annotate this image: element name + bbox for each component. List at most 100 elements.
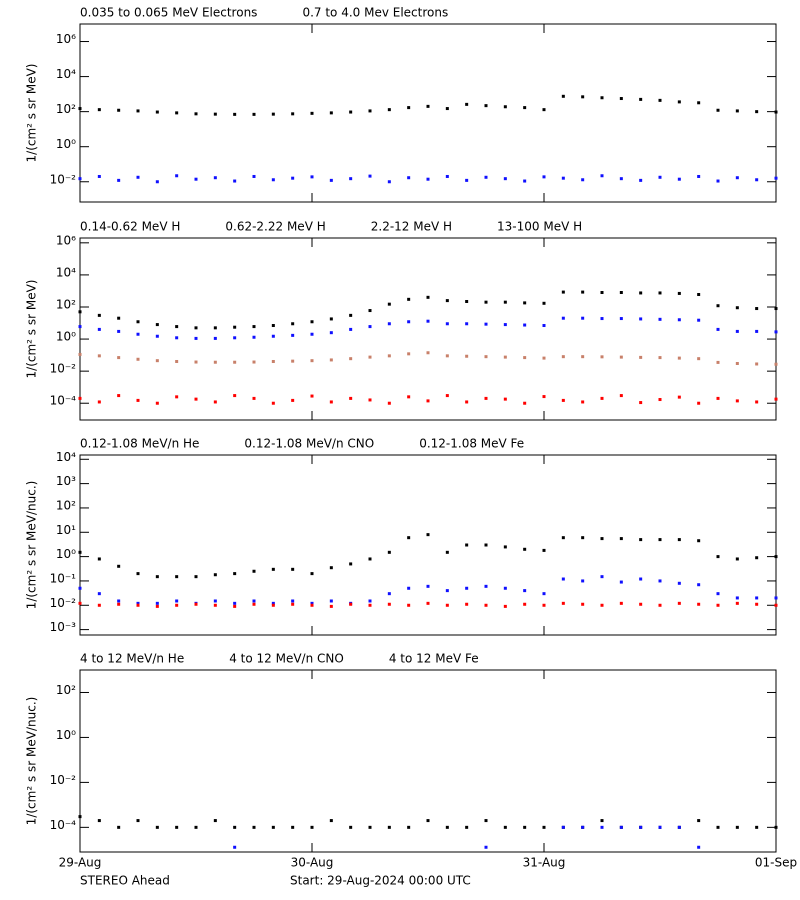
data-point: [600, 396, 604, 400]
data-point: [774, 596, 778, 600]
data-point: [175, 336, 179, 340]
legend-entry: 0.12-1.08 MeV/n CNO: [244, 437, 374, 451]
data-point: [155, 110, 159, 114]
x-tick-label: 01-Sep: [755, 856, 797, 870]
data-point: [465, 400, 469, 404]
data-point: [619, 537, 623, 541]
data-point: [349, 562, 353, 566]
data-point: [252, 396, 256, 400]
data-point: [407, 320, 411, 324]
data-point: [252, 360, 256, 364]
data-point: [581, 602, 585, 606]
data-point: [619, 825, 623, 829]
data-point: [484, 819, 488, 823]
data-point: [117, 825, 121, 829]
data-point: [213, 112, 217, 116]
data-point: [368, 557, 372, 561]
data-point: [194, 825, 198, 829]
data-point: [542, 548, 546, 552]
y-axis-label: 1/(cm² s sr MeV): [25, 280, 39, 379]
data-point: [503, 300, 507, 304]
data-point: [387, 602, 391, 606]
data-point: [252, 112, 256, 116]
data-point: [677, 395, 681, 399]
data-point: [503, 177, 507, 181]
data-point: [465, 178, 469, 182]
data-point: [561, 536, 565, 540]
data-point: [426, 584, 430, 588]
data-point: [175, 575, 179, 579]
data-point: [484, 584, 488, 588]
data-point: [233, 325, 237, 329]
data-point: [677, 318, 681, 322]
data-point: [117, 108, 121, 112]
data-point: [368, 309, 372, 313]
data-point: [213, 360, 217, 364]
data-point: [716, 179, 720, 183]
data-point: [155, 601, 159, 605]
data-point: [677, 581, 681, 585]
data-point: [755, 307, 759, 311]
data-point: [329, 566, 333, 570]
data-point: [407, 536, 411, 540]
data-point: [78, 177, 82, 181]
data-point: [465, 543, 469, 547]
data-point: [213, 326, 217, 330]
data-point: [426, 319, 430, 323]
y-tick-label: 10⁻³: [50, 620, 77, 634]
data-point: [233, 360, 237, 364]
data-point: [561, 577, 565, 581]
data-point: [619, 317, 623, 321]
data-point: [136, 175, 140, 179]
data-point: [175, 359, 179, 363]
data-point: [677, 100, 681, 104]
data-point: [271, 401, 275, 405]
data-point: [78, 310, 82, 314]
data-point: [155, 575, 159, 579]
data-point: [523, 401, 527, 405]
data-point: [581, 178, 585, 182]
data-point: [774, 555, 778, 559]
data-point: [600, 575, 604, 579]
data-point: [445, 174, 449, 178]
data-point: [600, 603, 604, 607]
data-point: [445, 825, 449, 829]
data-point: [445, 589, 449, 593]
data-point: [426, 295, 430, 299]
data-point: [561, 825, 565, 829]
data-point: [697, 845, 701, 849]
data-point: [426, 399, 430, 403]
data-point: [600, 96, 604, 100]
y-tick-label: 10⁰: [56, 330, 76, 344]
data-point: [310, 394, 314, 398]
data-point: [445, 354, 449, 358]
data-point: [233, 601, 237, 605]
data-point: [407, 176, 411, 180]
data-point: [523, 356, 527, 360]
data-point: [349, 177, 353, 181]
data-point: [523, 547, 527, 551]
data-point: [697, 293, 701, 297]
data-point: [387, 592, 391, 596]
data-point: [523, 825, 527, 829]
data-point: [426, 104, 430, 108]
data-point: [310, 825, 314, 829]
data-point: [407, 352, 411, 356]
data-point: [639, 291, 643, 295]
data-point: [291, 112, 295, 116]
data-point: [310, 359, 314, 363]
data-point: [117, 602, 121, 606]
data-point: [716, 603, 720, 607]
data-point: [658, 98, 662, 102]
data-point: [117, 564, 121, 568]
data-point: [291, 398, 295, 402]
data-point: [271, 112, 275, 116]
data-point: [639, 401, 643, 405]
data-point: [213, 819, 217, 823]
data-point: [561, 94, 565, 98]
data-point: [310, 572, 314, 576]
y-tick-label: 10²: [56, 683, 76, 697]
data-point: [97, 354, 101, 358]
data-point: [78, 550, 82, 554]
